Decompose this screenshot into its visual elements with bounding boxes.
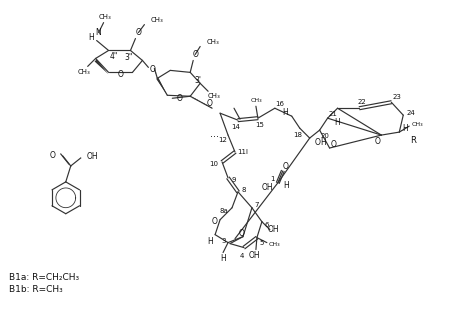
Text: O: O bbox=[118, 70, 123, 79]
Text: O: O bbox=[211, 217, 217, 226]
Text: 5: 5 bbox=[260, 239, 264, 246]
Text: 22: 22 bbox=[357, 99, 366, 105]
Text: O: O bbox=[315, 137, 320, 146]
Text: OH: OH bbox=[87, 152, 98, 161]
Text: 23: 23 bbox=[393, 94, 402, 100]
Text: N: N bbox=[96, 28, 101, 37]
Text: 24: 24 bbox=[407, 110, 416, 116]
Text: H: H bbox=[335, 118, 340, 127]
Text: 15: 15 bbox=[255, 122, 264, 128]
Text: O: O bbox=[192, 50, 198, 59]
Text: H: H bbox=[88, 33, 93, 42]
Text: H: H bbox=[283, 181, 289, 190]
Text: R: R bbox=[410, 136, 416, 145]
Text: O: O bbox=[374, 137, 380, 146]
Text: CH₃: CH₃ bbox=[411, 122, 423, 127]
Text: 10: 10 bbox=[210, 161, 219, 167]
Text: H: H bbox=[402, 124, 408, 132]
Text: 3: 3 bbox=[222, 238, 226, 244]
Text: CH₃: CH₃ bbox=[251, 98, 263, 103]
Text: H: H bbox=[207, 237, 213, 246]
Text: CH₃: CH₃ bbox=[269, 242, 281, 247]
Text: CH₃: CH₃ bbox=[206, 39, 219, 44]
Text: 1: 1 bbox=[271, 176, 275, 182]
Text: O: O bbox=[149, 65, 155, 74]
Text: CH₃: CH₃ bbox=[150, 16, 163, 23]
Text: O: O bbox=[206, 99, 212, 108]
Text: H: H bbox=[220, 254, 226, 263]
Text: 7: 7 bbox=[255, 202, 259, 208]
Text: O: O bbox=[50, 151, 56, 160]
Text: O: O bbox=[136, 28, 141, 37]
Text: OH: OH bbox=[249, 251, 261, 260]
Polygon shape bbox=[94, 59, 109, 74]
Text: H: H bbox=[282, 108, 288, 117]
Text: O: O bbox=[239, 229, 245, 238]
Text: OH: OH bbox=[268, 225, 280, 234]
Text: 3': 3' bbox=[195, 76, 201, 85]
Text: 21: 21 bbox=[328, 111, 337, 117]
Text: 9: 9 bbox=[232, 177, 236, 183]
Text: 4: 4 bbox=[240, 253, 244, 258]
Text: CH₃: CH₃ bbox=[208, 93, 220, 99]
Polygon shape bbox=[156, 78, 167, 95]
Text: 18: 18 bbox=[293, 132, 302, 138]
Text: 14: 14 bbox=[232, 124, 240, 130]
Text: 3": 3" bbox=[124, 53, 133, 62]
Text: O: O bbox=[331, 140, 337, 149]
Text: 12: 12 bbox=[219, 137, 228, 143]
Text: CH₃: CH₃ bbox=[77, 69, 90, 75]
Text: OH: OH bbox=[262, 183, 273, 193]
Text: O: O bbox=[176, 94, 182, 103]
Text: 11l: 11l bbox=[237, 149, 248, 155]
Text: O: O bbox=[283, 162, 289, 171]
Text: 16: 16 bbox=[275, 101, 284, 107]
Text: 6: 6 bbox=[264, 222, 269, 228]
Text: ···: ··· bbox=[210, 132, 219, 142]
Text: CH₃: CH₃ bbox=[98, 14, 111, 20]
Text: H: H bbox=[321, 137, 327, 146]
Text: B1a: R=CH₂CH₃: B1a: R=CH₂CH₃ bbox=[9, 273, 79, 282]
Text: 8: 8 bbox=[242, 187, 246, 193]
Text: B1b: R=CH₃: B1b: R=CH₃ bbox=[9, 285, 63, 294]
Text: 20: 20 bbox=[320, 133, 329, 139]
Text: 4": 4" bbox=[109, 52, 118, 61]
Text: 8a: 8a bbox=[219, 208, 228, 214]
